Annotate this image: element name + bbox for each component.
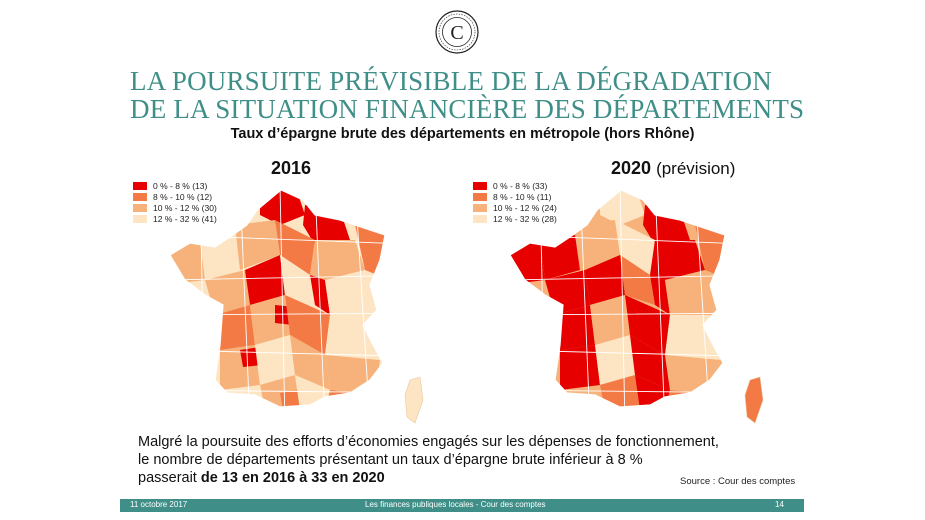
map-2020-legend: 0 % - 8 % (33) 8 % - 10 % (11) 10 % - 12… [473, 180, 557, 224]
cour-des-comptes-logo: C [435, 10, 479, 54]
title-line-1: LA POURSUITE PRÉVISIBLE DE LA DÉGRADATIO… [130, 66, 772, 96]
legend-swatch [473, 214, 487, 223]
legend-label: 8 % - 10 % (11) [493, 191, 552, 202]
footer-date: 11 octobre 2017 [130, 500, 188, 509]
legend-label: 0 % - 8 % (13) [153, 180, 208, 191]
legend-label: 0 % - 8 % (33) [493, 180, 548, 191]
map-2020-year: 2020 [611, 158, 652, 178]
legend-swatch [473, 203, 487, 212]
map-2020-note: (prévision) [656, 159, 736, 178]
legend-label: 8 % - 10 % (12) [153, 191, 213, 202]
legend-label: 10 % - 12 % (24) [493, 202, 557, 213]
map-2016-legend: 0 % - 8 % (13) 8 % - 10 % (12) 10 % - 12… [133, 180, 217, 224]
legend-swatch [133, 203, 147, 212]
logo-letter: C [450, 22, 463, 44]
body-line-1: Malgré la poursuite des efforts d’économ… [138, 434, 719, 450]
map-2016-heading: 2016 [271, 158, 311, 179]
legend-item: 8 % - 10 % (12) [133, 191, 217, 202]
footer-center: Les finances publiques locales - Cour de… [365, 500, 546, 509]
legend-swatch [133, 214, 147, 223]
body-text: Malgré la poursuite des efforts d’économ… [138, 433, 778, 487]
legend-item: 8 % - 10 % (11) [473, 191, 557, 202]
corsica [404, 376, 424, 424]
legend-item: 12 % - 32 % (41) [133, 213, 217, 224]
map-2016-year: 2016 [271, 158, 312, 178]
body-line-3: passerait de 13 en 2016 à 33 en 2020 [138, 469, 778, 487]
footer-bar: 11 octobre 2017 Les finances publiques l… [120, 499, 804, 512]
corsica [744, 376, 764, 424]
legend-item: 0 % - 8 % (13) [133, 180, 217, 191]
map-2020 [509, 189, 764, 424]
body-line-2: le nombre de départements présentant un … [138, 452, 643, 468]
legend-item: 12 % - 32 % (28) [473, 213, 557, 224]
page-number: 14 [775, 500, 784, 509]
legend-label: 10 % - 12 % (30) [153, 202, 217, 213]
legend-item: 0 % - 8 % (33) [473, 180, 557, 191]
source-note: Source : Cour des comptes [680, 476, 796, 487]
map-2020-heading: 2020 (prévision) [611, 158, 735, 179]
legend-swatch [133, 181, 147, 190]
title-line-2: DE LA SITUATION FINANCIÈRE DES DÉPARTEME… [130, 94, 805, 124]
body-line-3-prefix: passerait [138, 470, 201, 486]
legend-label: 12 % - 32 % (28) [493, 213, 557, 224]
legend-swatch [473, 181, 487, 190]
body-line-3-bold: de 13 en 2016 à 33 en 2020 [200, 470, 385, 486]
legend-swatch [133, 192, 147, 201]
map-2016 [169, 189, 424, 424]
legend-item: 10 % - 12 % (30) [133, 202, 217, 213]
legend-swatch [473, 192, 487, 201]
chart-subtitle: Taux d’épargne brute des départements en… [230, 126, 695, 142]
legend-item: 10 % - 12 % (24) [473, 202, 557, 213]
legend-label: 12 % - 32 % (41) [153, 213, 217, 224]
slide-title: LA POURSUITE PRÉVISIBLE DE LA DÉGRADATIO… [130, 67, 830, 123]
